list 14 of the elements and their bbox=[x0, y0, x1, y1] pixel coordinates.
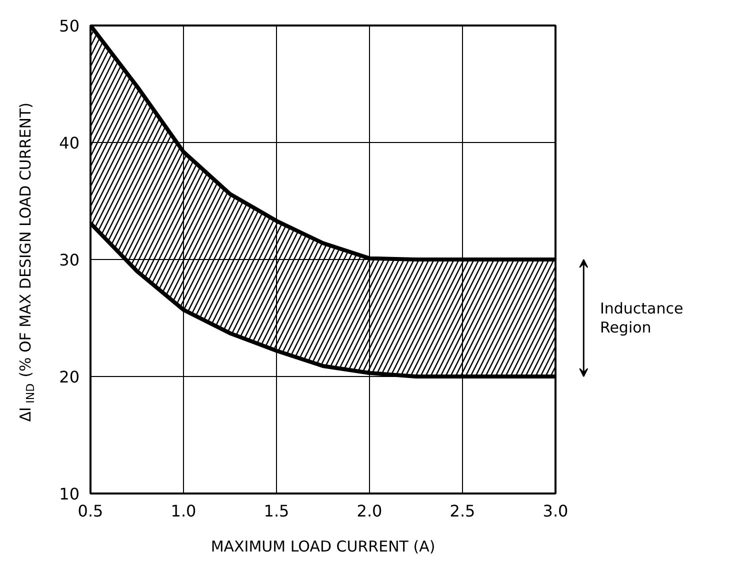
x-axis-title: MAXIMUM LOAD CURRENT (A) bbox=[210, 538, 436, 556]
y-tick-label: 30 bbox=[59, 250, 80, 270]
x-tick-label: 2.5 bbox=[450, 502, 476, 520]
x-tick-label: 3.0 bbox=[542, 502, 568, 520]
y-tick-label: 20 bbox=[59, 368, 80, 386]
x-tick-label: 1.0 bbox=[170, 502, 196, 520]
y-axis-title: ΔIIND (% OF MAX DESIGN LOAD CURRENT) bbox=[16, 102, 37, 422]
y-tick-label: 50 bbox=[59, 16, 80, 36]
y-tick-label: 10 bbox=[59, 484, 80, 504]
x-tick-label: 2.0 bbox=[356, 502, 382, 520]
y-tick-label: 40 bbox=[59, 134, 80, 152]
text: Inductance Region bbox=[600, 300, 684, 336]
x-tick-label: 0.5 bbox=[78, 502, 104, 520]
x-tick-label: 1.5 bbox=[264, 502, 290, 520]
